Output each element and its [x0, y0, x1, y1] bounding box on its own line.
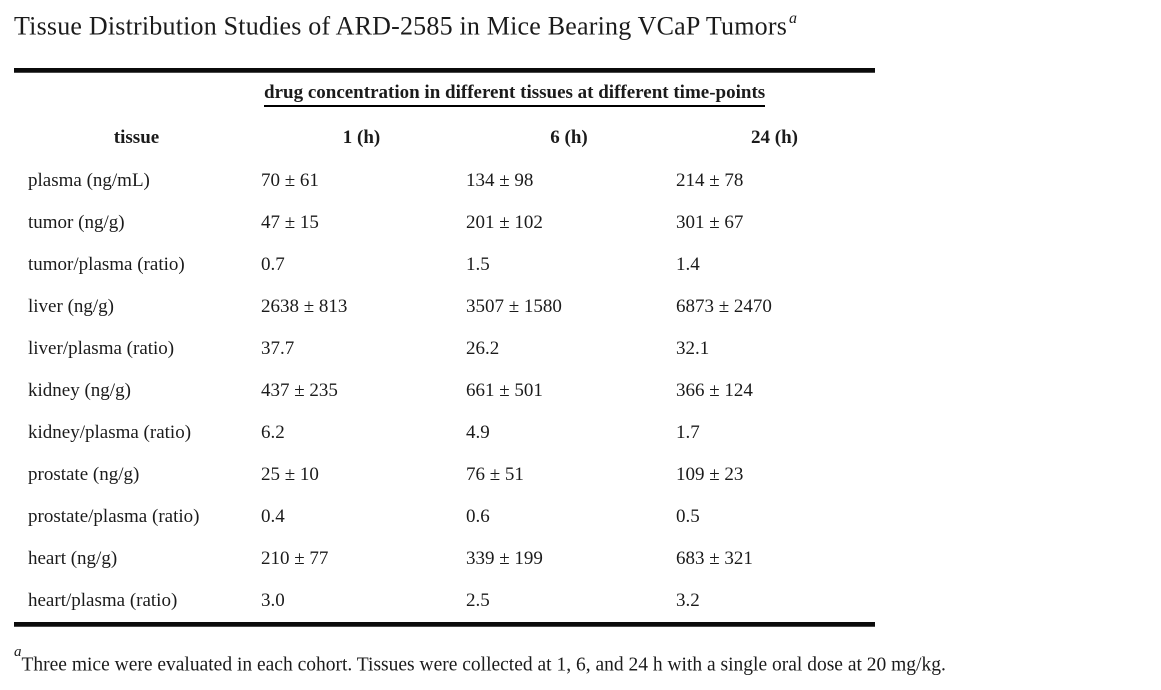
cell-value: 4.9	[466, 422, 490, 443]
table-bottom-rule	[14, 622, 875, 627]
row-label: tumor/plasma (ratio)	[28, 254, 185, 275]
cell-value: 0.5	[676, 506, 700, 527]
table-row: plasma (ng/mL) 70 ± 61 134 ± 98 214 ± 78	[14, 160, 875, 202]
table-body: plasma (ng/mL) 70 ± 61 134 ± 98 214 ± 78…	[14, 160, 875, 622]
column-header-6h: 6 (h)	[550, 127, 588, 148]
table-row: kidney (ng/g) 437 ± 235 661 ± 501 366 ± …	[14, 370, 875, 412]
cell-value: 0.7	[261, 254, 285, 275]
cell-value: 366 ± 124	[676, 380, 753, 401]
cell-value: 25 ± 10	[261, 464, 319, 485]
row-label: heart (ng/g)	[28, 548, 118, 569]
span-header-empty-cell	[14, 73, 259, 116]
column-header-1h: 1 (h)	[342, 127, 381, 148]
cell-value: 0.6	[466, 506, 490, 527]
table-title-text: Tissue Distribution Studies of ARD-2585 …	[14, 11, 788, 41]
cell-value: 210 ± 77	[261, 548, 329, 569]
table-row: tumor/plasma (ratio) 0.7 1.5 1.4	[14, 244, 875, 286]
cell-value: 2.5	[466, 590, 490, 611]
cell-value: 2638 ± 813	[261, 296, 348, 317]
cell-value: 1.5	[466, 254, 490, 275]
cell-value: 1.7	[676, 422, 700, 443]
row-label: prostate (ng/g)	[28, 464, 140, 485]
cell-value: 70 ± 61	[261, 170, 319, 191]
cell-value: 76 ± 51	[466, 464, 524, 485]
cell-value: 47 ± 15	[261, 212, 319, 233]
table-row: kidney/plasma (ratio) 6.2 4.9 1.7	[14, 412, 875, 454]
table-top-rule	[14, 68, 875, 73]
column-header-tissue: tissue	[113, 127, 160, 148]
table-row: liver/plasma (ratio) 37.7 26.2 32.1	[14, 328, 875, 370]
tissue-distribution-table: drug concentration in different tissues …	[14, 68, 875, 627]
cell-value: 109 ± 23	[676, 464, 744, 485]
cell-value: 26.2	[466, 338, 500, 359]
cell-value: 6873 ± 2470	[676, 296, 772, 317]
footnote-marker: a	[14, 644, 22, 660]
cell-value: 32.1	[676, 338, 710, 359]
row-label: plasma (ng/mL)	[28, 170, 150, 191]
table-row: prostate/plasma (ratio) 0.4 0.6 0.5	[14, 496, 875, 538]
cell-value: 6.2	[261, 422, 285, 443]
table-title: Tissue Distribution Studies of ARD-2585 …	[14, 4, 798, 44]
cell-value: 134 ± 98	[466, 170, 534, 191]
row-label: liver (ng/g)	[28, 296, 115, 317]
table-row: heart (ng/g) 210 ± 77 339 ± 199 683 ± 32…	[14, 538, 875, 580]
cell-value: 201 ± 102	[466, 212, 543, 233]
table-footnote: aThree mice were evaluated in each cohor…	[14, 644, 1149, 679]
column-header-row: tissue 1 (h) 6 (h) 24 (h)	[14, 116, 875, 160]
cell-value: 37.7	[261, 338, 295, 359]
cell-value: 661 ± 501	[466, 380, 543, 401]
cell-value: 3.2	[676, 590, 700, 611]
footnote-text: Three mice were evaluated in each cohort…	[21, 654, 946, 676]
span-header-cell: drug concentration in different tissues …	[259, 73, 875, 116]
row-label: tumor (ng/g)	[28, 212, 125, 233]
cell-value: 214 ± 78	[676, 170, 744, 191]
table-row: heart/plasma (ratio) 3.0 2.5 3.2	[14, 580, 875, 622]
cell-value: 339 ± 199	[466, 548, 543, 569]
row-label: prostate/plasma (ratio)	[28, 506, 200, 527]
cell-value: 0.4	[261, 506, 285, 527]
span-header-row: drug concentration in different tissues …	[14, 73, 875, 116]
data-table: drug concentration in different tissues …	[14, 73, 875, 622]
cell-value: 3507 ± 1580	[466, 296, 562, 317]
row-label: liver/plasma (ratio)	[28, 338, 175, 359]
cell-value: 1.4	[676, 254, 700, 275]
row-label: kidney (ng/g)	[28, 380, 131, 401]
row-label: kidney/plasma (ratio)	[28, 422, 192, 443]
table-row: tumor (ng/g) 47 ± 15 201 ± 102 301 ± 67	[14, 202, 875, 244]
table-row: liver (ng/g) 2638 ± 813 3507 ± 1580 6873…	[14, 286, 875, 328]
row-label: heart/plasma (ratio)	[28, 590, 178, 611]
cell-value: 3.0	[261, 590, 285, 611]
cell-value: 301 ± 67	[676, 212, 744, 233]
cell-value: 437 ± 235	[261, 380, 338, 401]
cell-value: 683 ± 321	[676, 548, 753, 569]
span-header-text: drug concentration in different tissues …	[264, 82, 766, 107]
title-footnote-marker: a	[789, 10, 798, 27]
table-row: prostate (ng/g) 25 ± 10 76 ± 51 109 ± 23	[14, 454, 875, 496]
column-header-24h: 24 (h)	[751, 127, 798, 148]
